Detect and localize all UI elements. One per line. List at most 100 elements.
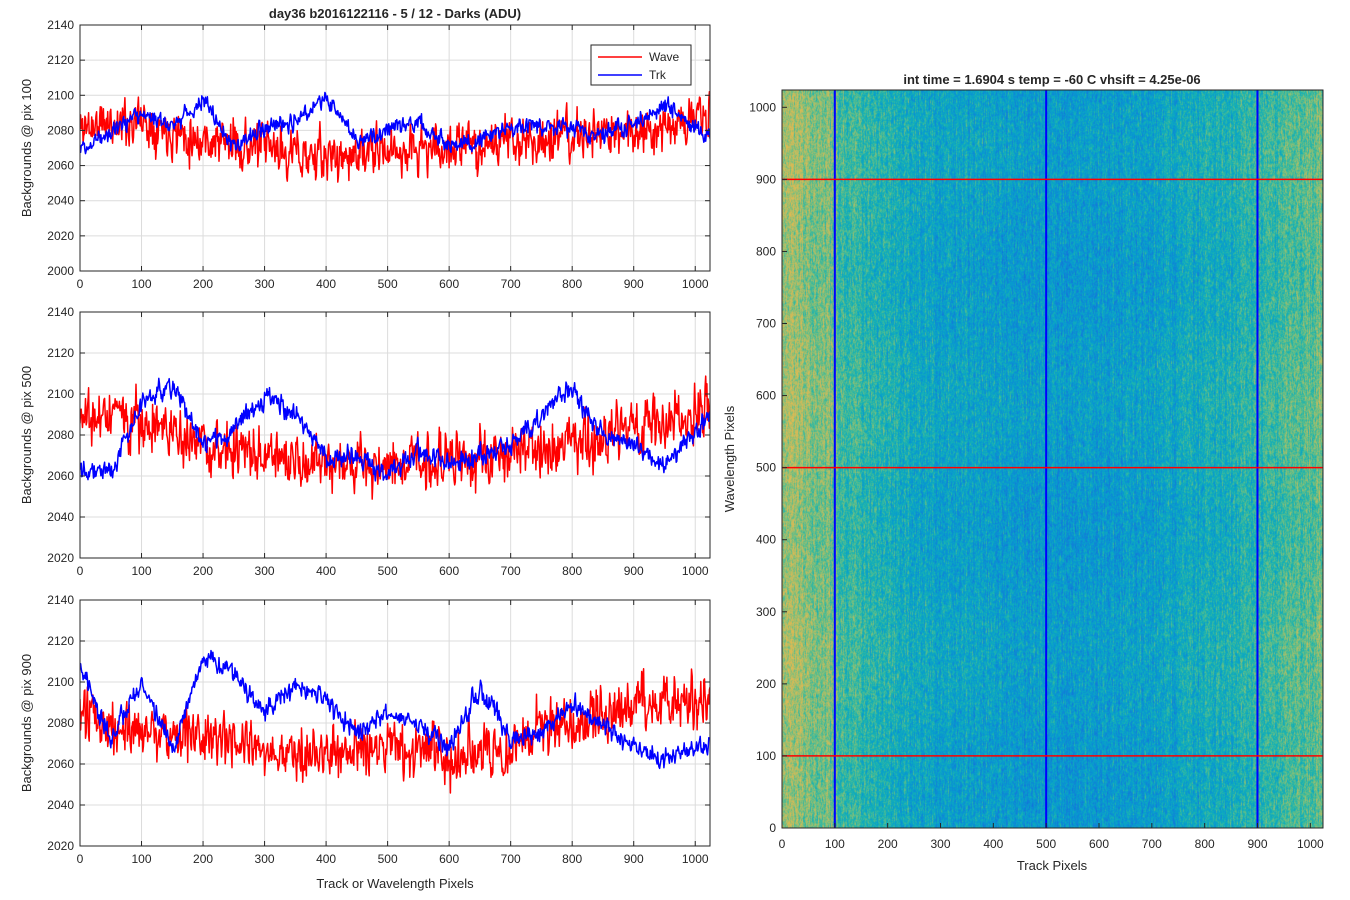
x-tick-label: 800	[562, 564, 582, 578]
y-axis-label: Backgrounds @ pix 500	[19, 366, 34, 504]
y-tick-label: 1000	[749, 100, 776, 114]
y-tick-label: 800	[756, 244, 776, 258]
x-tick-label: 100	[132, 277, 152, 291]
x-tick-label: 0	[77, 277, 84, 291]
x-tick-label: 100	[132, 852, 152, 866]
x-axis-label: Track Pixels	[1017, 858, 1088, 873]
figure-title: day36 b2016122116 - 5 / 12 - Darks (ADU)	[269, 6, 521, 21]
x-tick-label: 600	[439, 852, 459, 866]
y-tick-label: 2040	[47, 798, 74, 812]
x-tick-label: 300	[255, 277, 275, 291]
ticks: 0 100 200 300 400 500 600 700 800 900 1000 2020 2040…	[47, 305, 710, 578]
y-tick-label: 2140	[47, 18, 74, 32]
x-tick-label: 800	[1195, 837, 1215, 851]
x-tick-label: 900	[624, 852, 644, 866]
x-tick-label: 500	[378, 564, 398, 578]
x-tick-label: 200	[878, 837, 898, 851]
x-tick-label: 400	[316, 852, 336, 866]
y-tick-label: 2080	[47, 123, 74, 137]
x-tick-label: 900	[624, 277, 644, 291]
y-tick-label: 100	[756, 749, 776, 763]
y-tick-label: 600	[756, 389, 776, 403]
y-tick-label: 300	[756, 605, 776, 619]
y-tick-label: 2120	[47, 346, 74, 360]
y-tick-label: 2060	[47, 469, 74, 483]
legend-box	[590, 44, 692, 86]
axes-box	[79, 24, 711, 272]
x-tick-label: 1000	[1297, 837, 1324, 851]
x-tick-label: 0	[77, 852, 84, 866]
y-tick-label: 2060	[47, 159, 74, 173]
x-tick-label: 1000	[682, 564, 709, 578]
x-tick-label: 400	[983, 837, 1003, 851]
x-tick-label: 1000	[682, 277, 709, 291]
series-line-wave	[80, 90, 710, 183]
x-tick-label: 600	[439, 564, 459, 578]
x-tick-label: 100	[825, 837, 845, 851]
series-layer	[80, 375, 710, 500]
line-plot-pix-500: 0 100 200 300 400 500 600 700 800 900 1000 2020 2040…	[19, 305, 711, 578]
ticks: 0 100 200 300 400 500 600 700 800 900 1000 2000 2020…	[47, 18, 710, 291]
x-tick-label: 700	[501, 564, 521, 578]
x-tick-label: 400	[316, 277, 336, 291]
y-tick-label: 2060	[47, 757, 74, 771]
x-tick-label: 200	[193, 852, 213, 866]
y-axis-label: Wavelength Pixels	[722, 405, 737, 512]
x-tick-label: 700	[1142, 837, 1162, 851]
y-tick-label: 2040	[47, 194, 74, 208]
x-tick-label: 0	[77, 564, 84, 578]
x-tick-label: 500	[1036, 837, 1056, 851]
x-tick-label: 300	[255, 852, 275, 866]
ticks: 0 100 200 300 400 500 600 700 800 900 1000 0 100 200 3…	[749, 100, 1324, 851]
y-tick-label: 0	[769, 821, 776, 835]
heatmap-plot: int time = 1.6904 s temp = -60 C vhsift …	[722, 72, 1324, 873]
x-tick-label: 600	[1089, 837, 1109, 851]
x-tick-label: 700	[501, 277, 521, 291]
series-line-trk	[80, 649, 710, 770]
x-tick-label: 0	[779, 837, 786, 851]
y-tick-label: 700	[756, 317, 776, 331]
x-tick-label: 500	[378, 852, 398, 866]
legend-label-trk: Trk	[649, 68, 667, 82]
y-axis-label: Backgrounds @ pix 900	[19, 654, 34, 792]
x-tick-label: 100	[132, 564, 152, 578]
ticks: 0 100 200 300 400 500 600 700 800 900 1000 2020 2040…	[47, 593, 710, 866]
x-tick-label: 900	[1247, 837, 1267, 851]
y-tick-label: 2100	[47, 387, 74, 401]
x-tick-label: 600	[439, 277, 459, 291]
x-tick-label: 300	[255, 564, 275, 578]
y-tick-label: 2140	[47, 305, 74, 319]
series-line-wave	[80, 375, 710, 500]
x-tick-label: 300	[930, 837, 950, 851]
x-tick-label: 800	[562, 277, 582, 291]
y-tick-label: 2080	[47, 716, 74, 730]
y-tick-label: 2120	[47, 634, 74, 648]
y-tick-label: 2080	[47, 428, 74, 442]
y-axis-label: Backgrounds @ pix 100	[19, 79, 34, 217]
heatmap-title: int time = 1.6904 s temp = -60 C vhsift …	[903, 72, 1200, 87]
series-layer	[80, 90, 710, 183]
axes-box	[781, 89, 1324, 829]
x-tick-label: 200	[193, 564, 213, 578]
y-tick-label: 2120	[47, 53, 74, 67]
y-tick-label: 2020	[47, 839, 74, 853]
x-tick-label: 800	[562, 852, 582, 866]
series-layer	[80, 649, 710, 794]
series-line-wave	[80, 668, 710, 794]
line-plot-pix-100: 0 100 200 300 400 500 600 700 800 900 1000 2000 2020…	[19, 18, 711, 291]
x-tick-label: 200	[193, 277, 213, 291]
y-tick-label: 2040	[47, 510, 74, 524]
x-tick-label: 500	[378, 277, 398, 291]
x-tick-label: 900	[624, 564, 644, 578]
x-tick-label: 400	[316, 564, 336, 578]
y-tick-label: 2000	[47, 264, 74, 278]
x-tick-label: 700	[501, 852, 521, 866]
y-tick-label: 2140	[47, 593, 74, 607]
line-plot-pix-900: 0 100 200 300 400 500 600 700 800 900 1000 2020 2040…	[19, 593, 711, 891]
y-tick-label: 2020	[47, 229, 74, 243]
y-tick-label: 200	[756, 677, 776, 691]
x-axis-label: Track or Wavelength Pixels	[316, 876, 474, 891]
series-line-trk	[80, 91, 710, 155]
y-tick-label: 2100	[47, 88, 74, 102]
